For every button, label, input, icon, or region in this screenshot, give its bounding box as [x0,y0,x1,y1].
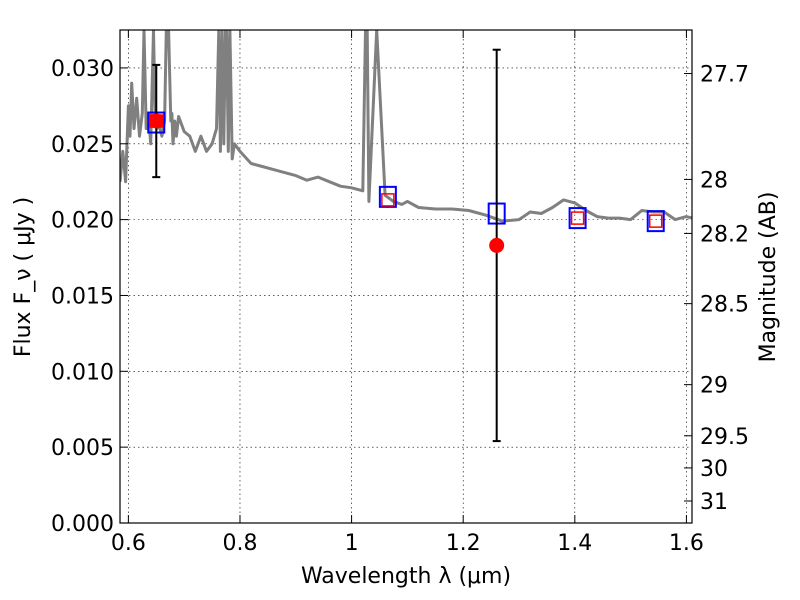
model-point-blue [646,210,665,233]
observed-point [489,237,505,253]
axis-ticks: 0.6 0.8 1 1.2 1.4 1.6 0.000 0.005 0.010 0.015 0.02… [51,30,749,556]
y-tick-label: 0.015 [51,284,114,309]
x-tick-label: 1 [345,531,359,556]
y2-tick-label: 29 [700,374,728,399]
y-tick-label: 0.030 [51,57,114,82]
model-point-blue [568,207,587,230]
y-tick-label: 0.025 [51,133,114,158]
y2-tick-label: 27.7 [700,63,749,88]
model-point-blue [378,185,397,208]
model-point-red [570,211,585,225]
plot-area [120,30,692,443]
x-tick-label: 1.2 [446,531,481,556]
x-tick-label: 1.4 [557,531,592,556]
y2-tick-label: 29.5 [700,425,749,450]
y2-tick-label: 28 [700,168,728,193]
x-tick-label: 1.6 [669,531,704,556]
y2-axis-label: Magnitude (AB) [756,192,781,363]
y2-tick-label: 28.2 [700,222,749,247]
y-tick-label: 0.020 [51,209,114,234]
plot-frame [119,29,693,524]
x-tick-label: 0.8 [222,531,257,556]
y2-tick-label: 30 [700,457,728,482]
template-spectrum-line [120,30,692,223]
y-tick-label: 0.000 [51,512,114,537]
y2-tick-label: 31 [700,490,728,515]
y-tick-label: 0.005 [51,436,114,461]
y2-tick-label: 28.5 [700,293,749,318]
model-point-red [648,214,663,228]
y-tick-label: 0.010 [51,360,114,385]
y-axis-label: Flux F_ν ( μJy ) [11,197,36,357]
x-axis-label: Wavelength λ (μm) [301,564,511,589]
model-point-red [381,193,395,207]
x-tick-label: 0.6 [111,531,146,556]
observed-point [148,113,164,129]
grid [120,30,692,524]
